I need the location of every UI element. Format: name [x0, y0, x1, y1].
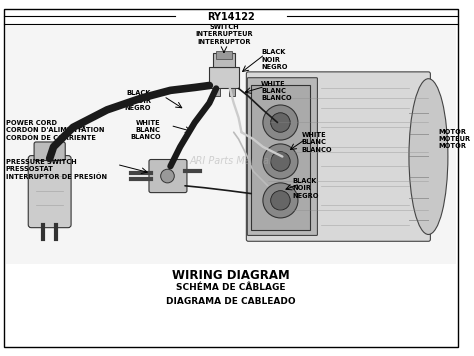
Ellipse shape — [409, 79, 448, 235]
Bar — [251, 85, 310, 230]
Bar — [6, 26, 456, 264]
Text: BLACK
NOIR
NEGRO: BLACK NOIR NEGRO — [125, 90, 151, 111]
Text: POWER CORD
CORDON D'ALIMENTATION
CORDÓN DE CORRIENTE: POWER CORD CORDON D'ALIMENTATION CORDÓN … — [6, 120, 104, 141]
Text: BLACK
NOIR
NEGRO: BLACK NOIR NEGRO — [292, 178, 319, 199]
Text: DIAGRAMA DE CABLEADO: DIAGRAMA DE CABLEADO — [166, 297, 296, 306]
FancyBboxPatch shape — [28, 156, 71, 227]
Circle shape — [263, 183, 298, 218]
Bar — [229, 88, 235, 96]
Circle shape — [263, 105, 298, 140]
Circle shape — [271, 191, 290, 210]
Circle shape — [263, 144, 298, 179]
Text: SCHÉMA DE CÂBLAGE: SCHÉMA DE CÂBLAGE — [176, 283, 285, 292]
Circle shape — [271, 152, 290, 171]
Bar — [210, 67, 238, 88]
Text: WHITE
BLANC
BLANCO: WHITE BLANC BLANCO — [302, 132, 332, 153]
FancyBboxPatch shape — [246, 72, 430, 241]
Bar — [216, 51, 232, 59]
FancyBboxPatch shape — [149, 159, 187, 193]
Circle shape — [271, 113, 290, 132]
Text: PRESSURE SWITCH
PRESSOSTAT
INTERRUPTOR DE PRESIÓN: PRESSURE SWITCH PRESSOSTAT INTERRUPTOR D… — [6, 158, 107, 180]
Text: SWITCH
INTERRUPTEUR
INTERRUPTOR: SWITCH INTERRUPTEUR INTERRUPTOR — [195, 24, 253, 44]
FancyBboxPatch shape — [247, 78, 318, 235]
Text: MOTOR
MOTEUR
MOTOR: MOTOR MOTEUR MOTOR — [438, 129, 470, 149]
Text: RY14122: RY14122 — [207, 12, 255, 22]
Text: ARI Parts Manual: ARI Parts Manual — [190, 156, 272, 167]
Text: WHITE
BLANC
BLANCO: WHITE BLANC BLANCO — [130, 120, 161, 140]
Text: BLACK
NOIR
NEGRO: BLACK NOIR NEGRO — [261, 49, 287, 70]
Circle shape — [161, 169, 174, 183]
Text: WIRING DIAGRAM: WIRING DIAGRAM — [172, 268, 290, 282]
FancyBboxPatch shape — [34, 142, 65, 161]
Bar — [214, 88, 220, 96]
Bar — [213, 53, 235, 67]
Text: WHITE
BLANC
BLANCO: WHITE BLANC BLANCO — [261, 80, 292, 101]
